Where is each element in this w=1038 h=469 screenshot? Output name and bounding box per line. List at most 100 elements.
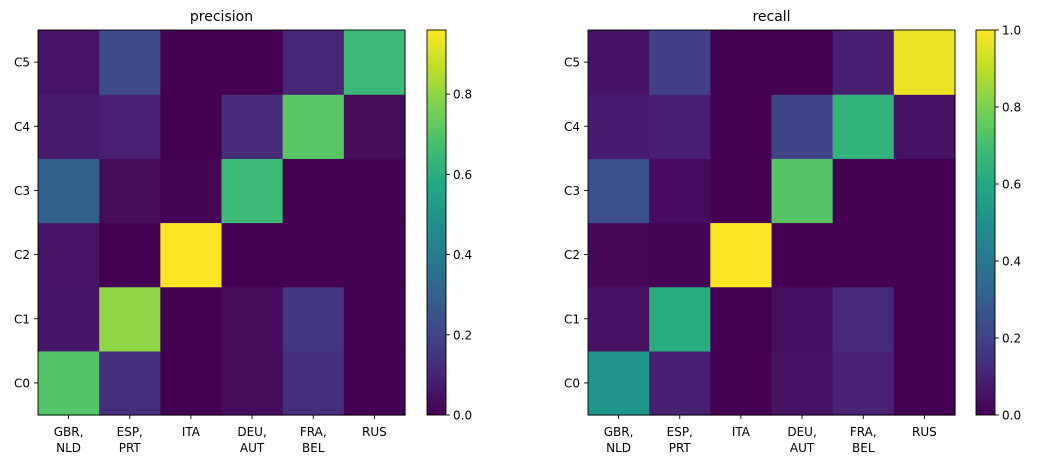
- heatmap-cell-C1-2: [710, 286, 773, 352]
- heatmap-cell-C0-5: [893, 350, 956, 416]
- x-tick-label-line: FRA,: [850, 425, 877, 439]
- heatmap-cell-C3-4: [282, 158, 345, 224]
- heatmap-cell-C4-4: [282, 94, 345, 159]
- colorbar-tick-label: 0.6: [453, 168, 472, 182]
- heatmap-cell-C1-3: [771, 286, 834, 352]
- heatmap-cell-C5-0: [588, 30, 650, 95]
- heatmap-cell-C2-5: [343, 222, 406, 288]
- heatmap-cell-C5-4: [282, 30, 345, 95]
- heatmap-cell-C0-4: [832, 350, 895, 416]
- x-tick-label-line: RUS: [362, 425, 387, 439]
- colorbar-frame: [975, 29, 996, 416]
- y-tick-label: C1: [14, 312, 30, 326]
- x-tick-label-line: BEL: [852, 441, 875, 455]
- x-tick-label: ITA: [732, 425, 751, 439]
- heatmap-cell-C1-2: [160, 286, 223, 352]
- y-tick-label: C3: [564, 184, 580, 198]
- heatmap-cell-C4-0: [38, 94, 100, 159]
- x-tick-label-line: ESP,: [667, 425, 693, 439]
- heatmap-cell-C4-5: [893, 94, 956, 159]
- x-tick-label-line: NLD: [606, 441, 631, 455]
- heatmap-cell-C2-3: [221, 222, 284, 288]
- x-tick-label: FRA, BEL: [300, 425, 327, 455]
- colorbar-frame: [426, 29, 447, 416]
- colorbar-tick-label: 0.8: [453, 88, 472, 102]
- heatmap-cell-C5-5: [893, 30, 956, 95]
- colorbar-tick-label: 0.2: [453, 328, 472, 342]
- colorbar-tick-label: 0.0: [453, 409, 472, 423]
- x-tick-label-line: NLD: [56, 441, 81, 455]
- heatmap-cell-C1-5: [343, 286, 406, 352]
- colorbar-tick-label: 1.0: [1002, 24, 1021, 38]
- heatmap-cell-C3-2: [710, 158, 773, 224]
- heatmap-cell-C3-2: [160, 158, 223, 224]
- x-tick-label-line: ITA: [182, 425, 201, 439]
- x-tick-label-line: DEU,: [237, 425, 266, 439]
- heatmap-cell-C0-4: [282, 350, 345, 416]
- x-tick-label-line: GBR,: [54, 425, 84, 439]
- heatmap-cell-C3-5: [343, 158, 406, 224]
- heatmap-cell-C1-5: [893, 286, 956, 352]
- x-tick-label-line: PRT: [119, 441, 142, 455]
- plot-frame: [37, 29, 406, 416]
- colorbar: [976, 30, 995, 415]
- x-tick-label-line: AUT: [240, 441, 265, 455]
- heatmap-cell-C0-0: [38, 350, 100, 416]
- heatmap-cell-C5-1: [649, 30, 711, 95]
- heatmap-cell-C2-3: [771, 222, 834, 288]
- colorbar-tick-label: 0.2: [1002, 332, 1021, 346]
- y-tick-label: C4: [564, 120, 580, 134]
- heatmap-cell-C4-0: [588, 94, 650, 159]
- x-tick-label-line: DEU,: [787, 425, 816, 439]
- heatmap-cell-C2-1: [649, 222, 711, 288]
- colorbar-tick-label: 0.4: [453, 248, 472, 262]
- y-tick-label: C5: [14, 56, 30, 70]
- y-tick-label: C2: [564, 248, 580, 262]
- heatmap-cell-C3-1: [99, 158, 161, 224]
- heatmap-cell-C0-3: [771, 350, 834, 416]
- y-tick-label: C0: [564, 376, 580, 390]
- heatmap-cell-C5-5: [343, 30, 406, 95]
- x-tick-label-line: ESP,: [117, 425, 143, 439]
- heatmap-cell-C1-4: [832, 286, 895, 352]
- heatmap-cell-C3-3: [771, 158, 834, 224]
- heatmap-cell-C0-2: [710, 350, 773, 416]
- x-tick-label-line: GBR,: [604, 425, 634, 439]
- x-tick-label-line: PRT: [669, 441, 692, 455]
- heatmap-cell-C5-3: [771, 30, 834, 95]
- x-tick-label: ESP, PRT: [667, 425, 693, 455]
- x-tick-label-line: ITA: [732, 425, 751, 439]
- x-tick-label: FRA, BEL: [850, 425, 877, 455]
- heatmap-cell-C4-3: [771, 94, 834, 159]
- x-tick-label-line: FRA,: [300, 425, 327, 439]
- heatmap-cell-C2-0: [588, 222, 650, 288]
- heatmap-cell-C1-1: [99, 286, 161, 352]
- heatmap-cell-C5-3: [221, 30, 284, 95]
- chart-title: precision: [190, 9, 253, 25]
- x-tick-label: GBR, NLD: [604, 425, 634, 455]
- colorbar-tick-label: 0.6: [1002, 178, 1021, 192]
- heatmap-cell-C4-3: [221, 94, 284, 159]
- heatmap-cell-C3-4: [832, 158, 895, 224]
- x-tick-label: RUS: [362, 425, 387, 439]
- y-tick-label: C4: [14, 120, 30, 134]
- heatmap-cell-C1-0: [38, 286, 100, 352]
- heatmap-cell-C3-0: [38, 158, 100, 224]
- plot-frame: [587, 29, 956, 416]
- y-tick-label: C2: [14, 248, 30, 262]
- heatmap-cell-C0-2: [160, 350, 223, 416]
- y-tick-label: C5: [564, 56, 580, 70]
- x-tick-label: DEU, AUT: [787, 425, 816, 455]
- heatmap-cell-C2-0: [38, 222, 100, 288]
- heatmap-panel-recall: recall C0 C1 C2 C3 C4 C5 GBR, NLD ESP, PRT ITA DEU, A…: [564, 9, 1021, 455]
- heatmap-cell-C2-2: [710, 222, 773, 288]
- heatmap-cell-C0-5: [343, 350, 406, 416]
- heatmap-cell-C5-2: [710, 30, 773, 95]
- heatmap-cell-C5-2: [160, 30, 223, 95]
- x-tick-label-line: AUT: [790, 441, 815, 455]
- heatmap-cell-C5-0: [38, 30, 100, 95]
- heatmap-cell-C3-0: [588, 158, 650, 224]
- heatmap-cell-C1-3: [221, 286, 284, 352]
- colorbar-tick-label: 0.0: [1002, 409, 1021, 423]
